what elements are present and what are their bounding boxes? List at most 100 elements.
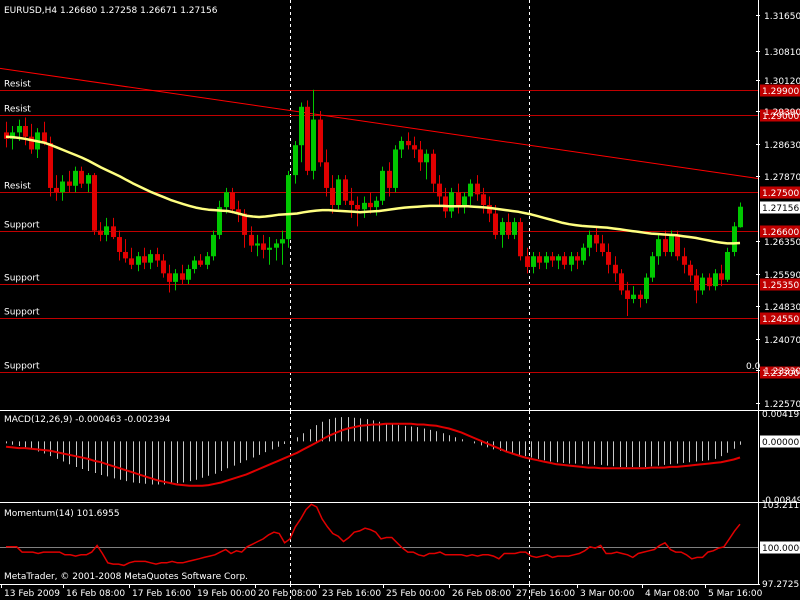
candle-body	[161, 260, 166, 274]
candle	[575, 251, 580, 270]
candle-body	[631, 294, 636, 299]
candle	[54, 175, 59, 201]
momentum-tick-label: 97.2725	[762, 580, 799, 590]
candle	[286, 170, 291, 248]
candle-body	[129, 258, 134, 265]
candle	[631, 286, 636, 304]
candle	[142, 247, 147, 270]
time-tick-label: 25 Feb 00:00	[386, 589, 445, 599]
candle	[305, 100, 310, 176]
candle-body	[167, 273, 172, 282]
candle	[387, 162, 392, 197]
macd-signal-line	[5, 422, 741, 487]
candle	[725, 247, 730, 282]
macd-title: MACD(12,26,9) -0.000463 -0.002394	[4, 415, 171, 425]
candle	[719, 264, 724, 287]
macd-pane[interactable]: 0.004196 0.00000 -0.00849 MACD(12,26,9) -0…	[4, 410, 800, 506]
price-tag	[760, 278, 800, 291]
momentum-ref-tag	[760, 541, 800, 554]
candle	[650, 251, 655, 282]
candle	[186, 264, 191, 285]
candle-body	[173, 273, 178, 282]
candle	[493, 205, 498, 240]
candle	[443, 187, 448, 218]
candle	[638, 290, 643, 308]
price-tick-label: 1.28630	[764, 141, 800, 151]
time-tick-label: 13 Feb 2009	[4, 589, 60, 599]
candle	[148, 249, 153, 270]
candle	[280, 230, 285, 265]
candle	[111, 217, 116, 240]
candle	[644, 273, 649, 304]
candle	[500, 217, 505, 248]
level-resist[interactable]: Resist 1.29900	[0, 80, 800, 98]
candle	[531, 251, 536, 274]
price-tick-label: 1.25590	[764, 271, 800, 281]
price-tag	[760, 84, 800, 97]
time-axis[interactable]: 13 Feb 2009 16 Feb 08:00 17 Feb 16:00 19 Fe…	[1, 584, 763, 600]
price-tick-label: 1.22570	[764, 400, 800, 410]
candle	[311, 89, 316, 180]
candle	[544, 251, 549, 270]
candle-body	[556, 256, 561, 261]
candle-body	[318, 119, 323, 163]
candle-body	[619, 273, 624, 291]
copyright-text: MetaTrader, © 2001-2008 MetaQuotes Softw…	[4, 572, 248, 582]
candle	[249, 226, 254, 252]
candle-body	[437, 183, 442, 197]
candle-body	[217, 207, 222, 235]
candle	[236, 200, 241, 223]
candle	[192, 256, 197, 274]
candle-body	[261, 243, 266, 250]
candle-body	[525, 256, 530, 267]
level-support[interactable]: Support 1.23300	[0, 362, 800, 380]
candle-body	[186, 269, 191, 280]
candle	[73, 166, 78, 193]
candle	[368, 192, 373, 214]
candle	[456, 183, 461, 214]
price-tag-text: 1.24550	[762, 315, 799, 325]
moving-average-line	[5, 135, 741, 245]
candle	[606, 243, 611, 274]
candle-body	[625, 290, 630, 299]
candle-body	[443, 196, 448, 212]
price-tag-text: 1.23300	[762, 369, 799, 379]
candle-body	[493, 213, 498, 235]
momentum-pane[interactable]: 103.2115 100.0000 97.2725 Momentum(14) 101…	[0, 501, 800, 590]
candle-body	[713, 273, 718, 287]
candle-body	[142, 256, 147, 263]
candle	[562, 251, 567, 270]
candle	[437, 175, 442, 205]
price-pane[interactable]: Resist 1.29900 Resist 1.29000 Resist 1.27500 S…	[0, 0, 800, 410]
candle	[550, 251, 555, 267]
level-support[interactable]: Support 1.25350	[0, 274, 800, 292]
candle-body	[155, 254, 160, 261]
level-support[interactable]: Support 1.24550	[0, 308, 800, 326]
level-resist[interactable]: Resist 1.27500	[0, 182, 800, 200]
candle-body	[349, 200, 354, 205]
trend-line[interactable]	[0, 67, 759, 180]
candle-body	[362, 202, 367, 210]
candle-body	[518, 222, 523, 257]
candle	[475, 175, 480, 201]
candle	[406, 132, 411, 150]
level-resist[interactable]: Resist 1.29000	[0, 105, 800, 123]
candle-body	[286, 175, 291, 240]
candle-body	[311, 119, 316, 171]
price-tick-label: 1.23330	[764, 367, 800, 377]
momentum-title: Momentum(14) 101.6955	[4, 509, 120, 519]
candle-body	[638, 294, 643, 299]
candle-body	[79, 170, 84, 184]
level-label: Resist	[4, 80, 31, 90]
candle	[462, 192, 467, 214]
candle	[569, 251, 574, 272]
price-tag	[760, 109, 800, 122]
candle-body	[293, 145, 298, 176]
candle-body	[412, 145, 417, 150]
candle	[556, 254, 561, 270]
candle	[374, 196, 379, 216]
candle-body	[587, 234, 592, 248]
candle-body	[600, 243, 605, 252]
macd-zero-tag	[760, 435, 800, 448]
